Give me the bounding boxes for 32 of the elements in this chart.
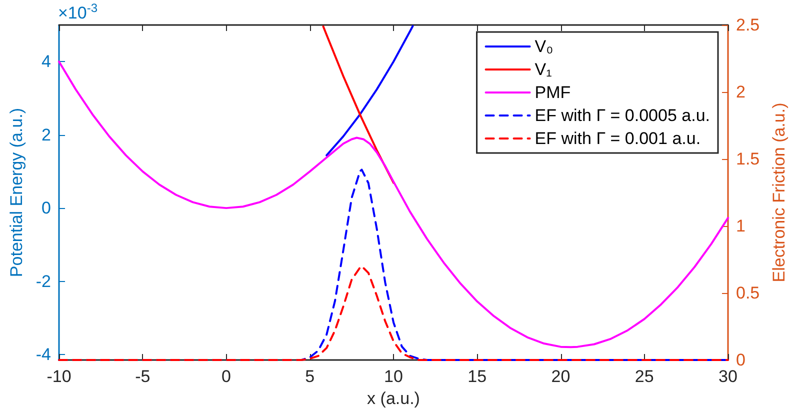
legend-label: PMF [534, 83, 571, 102]
legend-label: EF with Γ = 0.001 a.u. [534, 129, 701, 148]
x-tick-label: 0 [222, 367, 231, 386]
y-tick-label: 4 [42, 52, 52, 72]
x-tick-label: 25 [634, 367, 654, 386]
y2-tick-label: 1.5 [736, 150, 760, 168]
x-axis-title: x (a.u.) [367, 389, 420, 408]
line-series [58, 265, 729, 361]
y-tick-label: 2 [42, 125, 52, 144]
x-tick-label: -5 [135, 367, 150, 386]
x-tick-label: 10 [384, 367, 403, 386]
x-tick-label: -10 [46, 367, 72, 386]
y2-tick-label: 2.5 [736, 16, 760, 34]
y2-tick-label: 2 [736, 82, 746, 102]
x-tick-label: 15 [468, 367, 487, 386]
legend-label: EF with Γ = 0.0005 a.u. [534, 106, 710, 125]
y2-tick-label: 1 [736, 216, 746, 236]
y-tick-label: -2 [36, 272, 52, 291]
y2-tick-label: 0 [736, 350, 746, 370]
y2-tick-label: 0.5 [736, 284, 760, 302]
y-tick-label: -4 [36, 345, 52, 364]
x-tick-label: 20 [551, 367, 570, 386]
x-tick-label: 5 [305, 367, 315, 386]
line-series [58, 60, 729, 348]
legend-label: V₁ [534, 60, 552, 79]
x-tick-label: 30 [718, 367, 738, 386]
y-axis-title: Potential Energy (a.u.) [7, 108, 26, 278]
legend-label: V₀ [534, 37, 554, 56]
line-series [326, 25, 414, 156]
y-tick-label: 0 [42, 198, 52, 218]
y2-axis-title: Electronic Friction (a.u.) [770, 102, 789, 282]
line-series [322, 25, 395, 184]
